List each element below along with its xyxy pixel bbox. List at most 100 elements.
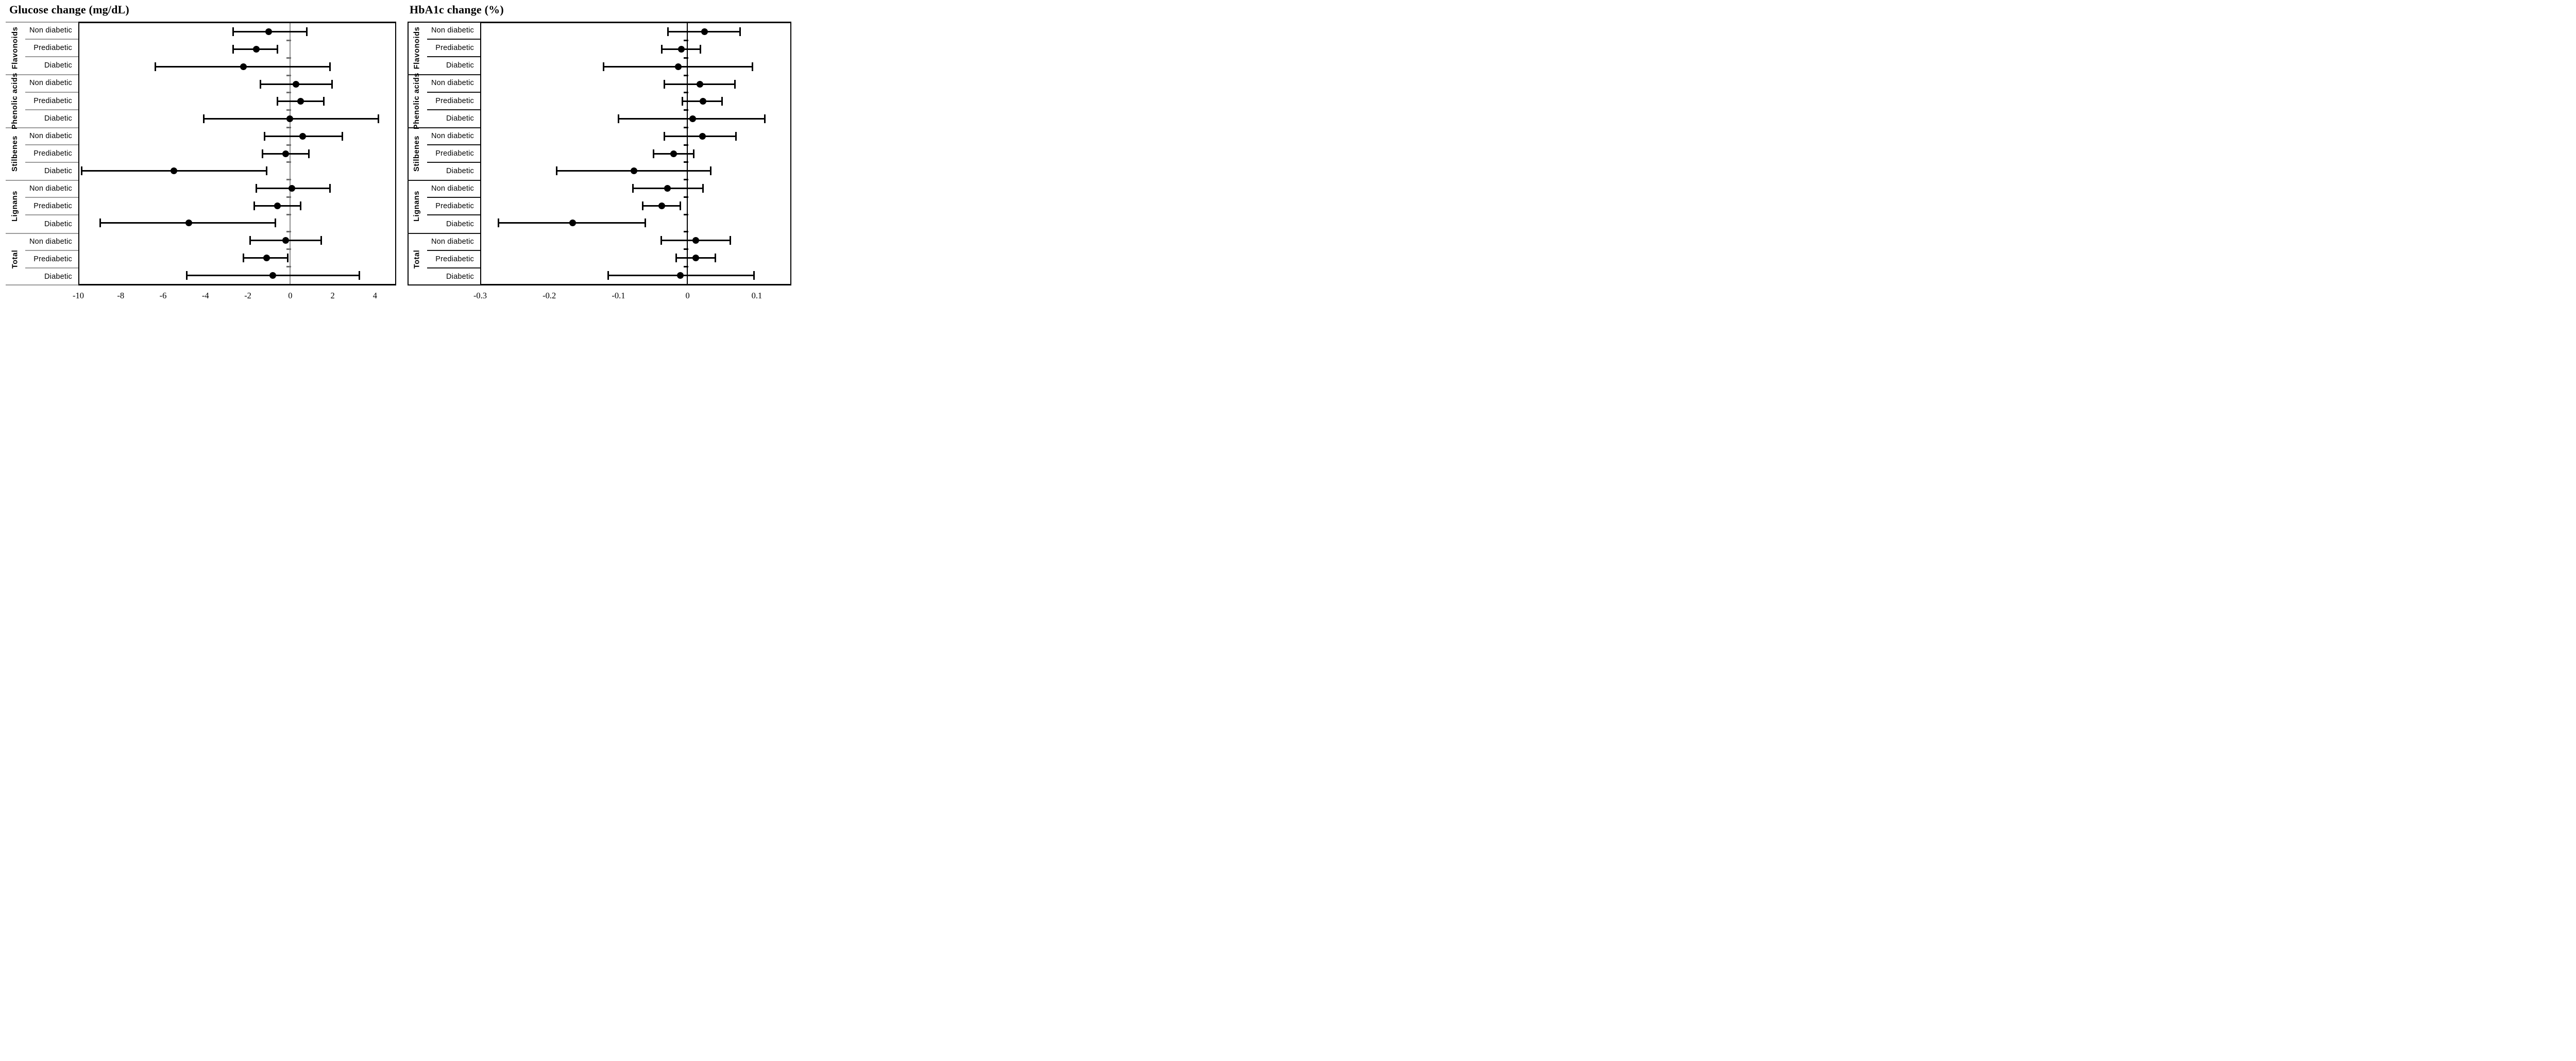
point-estimate-marker	[701, 28, 708, 36]
ci-lower-cap	[632, 183, 634, 193]
point-estimate-marker	[696, 80, 703, 88]
row-separator	[25, 91, 78, 93]
zero-line-row-tick	[683, 74, 688, 76]
zero-line-row-tick	[683, 179, 688, 181]
ci-lower-cap	[99, 218, 101, 228]
zero-line-row-tick	[286, 144, 291, 146]
group-label-text: Lignans	[413, 191, 421, 222]
row-label: Prediabetic	[33, 149, 72, 158]
ci-upper-cap	[680, 201, 682, 210]
row-label: Diabetic	[446, 61, 474, 70]
ci-lower-cap	[556, 166, 558, 176]
zero-line-row-tick	[286, 161, 291, 163]
row-separator	[427, 91, 480, 93]
zero-line-row-tick	[683, 248, 688, 250]
row-separator	[427, 39, 480, 40]
ci-upper-cap	[320, 236, 323, 245]
label-column-top-line	[408, 22, 480, 23]
group-separator	[6, 180, 78, 181]
ci-lower-cap	[641, 201, 643, 210]
row-label: Non diabetic	[431, 184, 474, 193]
group-separator	[6, 74, 78, 76]
ci-lower-cap	[602, 62, 604, 71]
ci-upper-cap	[715, 253, 717, 262]
row-separator	[25, 56, 78, 58]
group-label-text: Stilbenes	[11, 136, 19, 172]
forest-plot-figure: Glucose change (mg/dL) HbA1c change (%) …	[0, 0, 792, 303]
ci-lower-cap	[667, 27, 669, 37]
row-separator	[25, 109, 78, 110]
row-separator	[25, 267, 78, 268]
point-estimate-marker	[670, 150, 677, 157]
x-axis: -0.3 -0.2 -0.1 0 0.1	[473, 288, 791, 302]
group-label: Stilbenes	[6, 127, 24, 180]
point-estimate-marker	[569, 220, 576, 227]
group-label-text: Phenolic acids	[413, 72, 421, 129]
row-label: Diabetic	[446, 167, 474, 176]
ci-upper-cap	[753, 271, 755, 280]
plot-area	[78, 22, 396, 285]
ci-lower-cap	[653, 149, 655, 158]
hba1c-forest-panel: Flavonoids Non diabetic Prediabetic Diabeti…	[408, 22, 791, 303]
point-estimate-marker	[689, 115, 697, 123]
row-separator	[427, 267, 480, 268]
row-separator	[427, 214, 480, 216]
ci-upper-cap	[645, 218, 647, 228]
point-estimate-marker	[630, 167, 637, 175]
row-separator	[427, 197, 480, 198]
ci-lower-cap	[249, 236, 251, 245]
group-label: Total	[408, 233, 426, 285]
ci-upper-cap	[377, 114, 379, 124]
ci-lower-cap	[618, 114, 620, 124]
point-estimate-marker	[675, 63, 682, 70]
row-separator	[427, 162, 480, 163]
ci-upper-cap	[752, 62, 754, 71]
ci-upper-cap	[329, 62, 331, 71]
ci-lower-cap	[259, 79, 261, 89]
row-separator	[25, 214, 78, 216]
point-estimate-marker	[282, 237, 289, 244]
row-label: Non diabetic	[29, 79, 72, 88]
ci-upper-cap	[308, 149, 310, 158]
zero-line-row-tick	[286, 196, 291, 198]
point-estimate-marker	[252, 46, 260, 53]
point-estimate-marker	[293, 80, 300, 88]
point-estimate-marker	[664, 184, 671, 192]
point-estimate-marker	[699, 132, 706, 140]
ci-upper-cap	[276, 45, 278, 54]
row-label: Diabetic	[44, 61, 72, 70]
axis-tick-label: -6	[159, 291, 167, 300]
zero-line-row-tick	[286, 179, 291, 181]
point-estimate-marker	[240, 63, 247, 70]
group-label-text: Lignans	[11, 191, 20, 222]
axis-tick-label: -0.3	[473, 291, 487, 300]
ci-upper-cap	[764, 114, 766, 124]
ci-lower-cap	[660, 236, 662, 245]
row-label: Prediabetic	[435, 96, 474, 105]
group-separator	[6, 127, 78, 128]
ci-upper-cap	[266, 166, 268, 176]
row-label: Non diabetic	[431, 237, 474, 246]
zero-line-row-tick	[683, 144, 688, 146]
zero-line-row-tick	[286, 213, 291, 215]
ci-upper-cap	[709, 166, 711, 176]
zero-line-row-tick	[683, 126, 688, 128]
point-estimate-marker	[677, 46, 685, 53]
ci-upper-cap	[739, 27, 741, 37]
axis-tick-label: 2	[330, 291, 335, 300]
row-separator	[25, 197, 78, 198]
ci-lower-cap	[264, 131, 266, 141]
axis-tick-label: -8	[117, 291, 125, 300]
row-label: Non diabetic	[431, 131, 474, 140]
zero-line-row-tick	[286, 265, 291, 267]
axis-tick-label: 4	[372, 291, 377, 300]
ci-upper-cap	[721, 97, 723, 106]
point-estimate-marker	[171, 167, 178, 175]
axis-tick-label: 0	[288, 291, 293, 300]
row-label: Diabetic	[44, 220, 72, 228]
row-label: Prediabetic	[33, 96, 72, 105]
glucose-forest-panel: Flavonoids Non diabetic Prediabetic Diabeti…	[6, 22, 396, 303]
ci-lower-cap	[202, 114, 205, 124]
group-label: Phenolic acids	[408, 72, 426, 129]
point-estimate-marker	[677, 272, 684, 279]
